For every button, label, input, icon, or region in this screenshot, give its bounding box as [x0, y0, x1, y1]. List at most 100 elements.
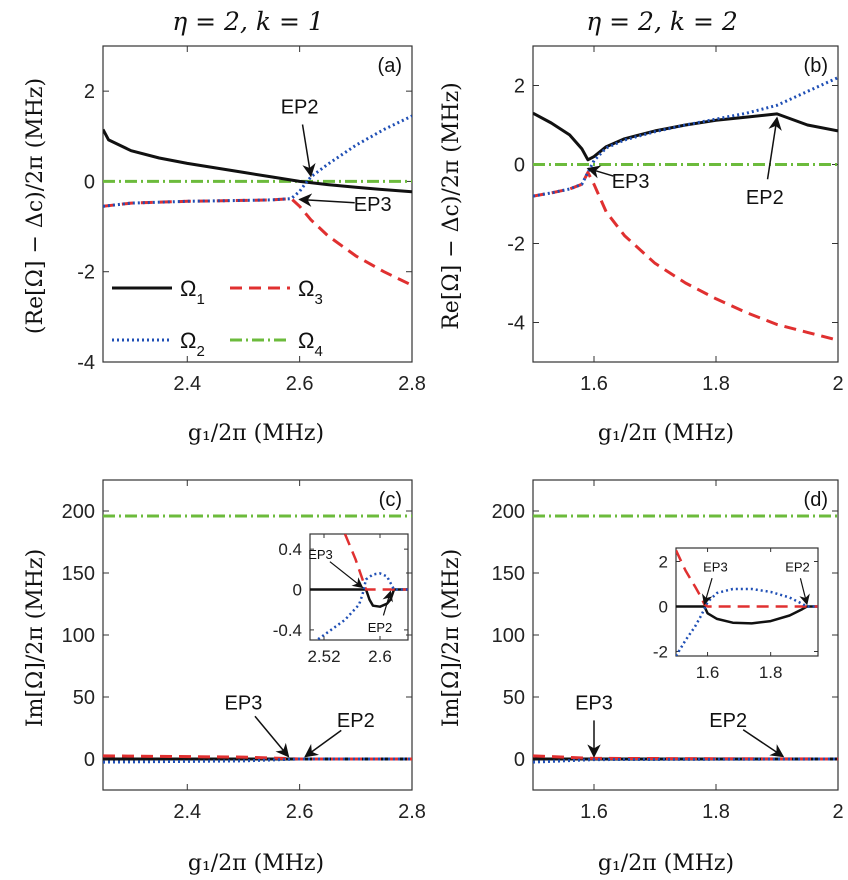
- panel-b-plot: 1.6 1.8 2 -4 -2 0 2 EP3 EP2 (b): [507, 45, 844, 395]
- inset-d-ytick-label: 0: [659, 598, 668, 617]
- ylabel-b: Re[Ω] − Δc)/2π (MHz): [439, 82, 464, 330]
- panel-b-series-omega1: [533, 111, 838, 162]
- panel-c-xtick-label: 2.4: [173, 801, 201, 823]
- title-a: η = 2, k = 1: [172, 7, 324, 36]
- panel-c-plot: 2.4 2.6 2.8 0 50 100 150 200 EP3 EP2 (c): [62, 479, 426, 823]
- inset-c-plot: 2.52 2.6 -0.4 0 0.4 EP3 EP2: [273, 533, 409, 666]
- panel-d-ytick-label: 50: [503, 687, 525, 709]
- legend-label-omega2: Ω2: [180, 328, 205, 360]
- panel-d-xtick-label: 1.8: [702, 801, 730, 823]
- inset-c-ytick-label: 0: [293, 581, 302, 600]
- panel-d-ytick-label: 100: [492, 625, 525, 647]
- panel-c-frame: [102, 479, 413, 791]
- panel-b-label: (b): [804, 55, 828, 77]
- panel-d-annotation-ep3: EP3: [575, 692, 613, 714]
- panel-a-series-omega3: [103, 197, 412, 287]
- inset-d-annotation-arrow: [701, 577, 713, 606]
- inset-d-ytick-label: 2: [659, 553, 668, 572]
- inset-d-annotation-arrow: [799, 578, 810, 606]
- panel-b-series-omega2: [533, 76, 838, 198]
- title-b: η = 2, k = 2: [586, 7, 738, 36]
- inset-c-series-omega2: [314, 572, 408, 640]
- inset-d-plot: 1.6 1.8 -2 0 2 EP3 EP2: [653, 547, 819, 682]
- panel-a-ytick-label: -2: [77, 262, 95, 284]
- panel-b-xtick-label: 1.8: [702, 373, 730, 395]
- panel-c-label: (c): [379, 489, 402, 511]
- inset-d-annotation-ep3: EP3: [703, 560, 728, 575]
- inset-c-xtick-label: 2.6: [368, 647, 392, 666]
- panel-b-ytick-label: -4: [507, 313, 525, 335]
- panel-d-series-omega2: [533, 757, 838, 764]
- panel-b-xtick-label: 2: [832, 373, 843, 395]
- panel-a-ytick-label: 2: [84, 81, 95, 103]
- panel-b-series-omega3: [533, 170, 838, 342]
- panel-a-ytick-label: 0: [84, 171, 95, 193]
- panel-b-annotation-arrow: [586, 165, 614, 179]
- panel-a-label: (a): [378, 55, 402, 77]
- panel-a-xtick-label: 2.8: [398, 373, 426, 395]
- panel-b-annotation-ep3: EP3: [612, 171, 650, 193]
- panel-a-series-omega2: [103, 114, 412, 208]
- panel-a-xtick-label: 2.4: [173, 373, 201, 395]
- inset-d-ytick-label: -2: [653, 643, 668, 662]
- panel-b-frame: [532, 45, 839, 363]
- panel-a-frame: [102, 45, 413, 363]
- panel-d-frame: [532, 479, 839, 791]
- panel-c-ytick-label: 150: [62, 563, 95, 585]
- panel-c-ytick-label: 200: [62, 501, 95, 523]
- xlabel-d: g₁/2π (MHz): [598, 851, 734, 876]
- panel-d-ytick-label: 0: [514, 749, 525, 771]
- ylabel-d: Im[Ω]/2π (MHz): [439, 549, 464, 727]
- panel-d-xtick-label: 2: [832, 801, 843, 823]
- panel-a-plot: 2.4 2.6 2.8 -4 -2 0 2 EP2 EP3 (a): [77, 45, 426, 395]
- inset-d-series-omega1: [676, 605, 818, 625]
- panel-c-annotation-arrow: [254, 715, 290, 758]
- panel-b-ytick-label: 2: [514, 76, 525, 98]
- panel-a-annotation-arrow: [298, 193, 355, 207]
- legend-label-omega3: Ω3: [298, 276, 323, 308]
- legend: Ω1 Ω3 Ω2 Ω4: [112, 276, 323, 360]
- panel-b-ytick-label: 0: [514, 155, 525, 177]
- inset-c-annotation-ep3: EP3: [308, 547, 333, 562]
- legend-label-omega4: Ω4: [298, 328, 323, 360]
- panel-d-ytick-label: 150: [492, 563, 525, 585]
- panel-a-xtick-label: 2.6: [286, 373, 314, 395]
- panel-a-annotation-arrow: [301, 124, 316, 178]
- panel-a-annotation-ep2: EP2: [281, 97, 319, 119]
- panel-c-xtick-label: 2.6: [286, 801, 314, 823]
- panel-c-ytick-label: 100: [62, 625, 95, 647]
- panel-d-annotation-arrow: [742, 729, 785, 758]
- inset-d-xtick-label: 1.8: [759, 663, 783, 682]
- panel-d-annotation-ep2: EP2: [709, 710, 747, 732]
- panel-b-annotation-ep2: EP2: [746, 187, 784, 209]
- panel-b-xtick-label: 1.6: [580, 373, 608, 395]
- panel-c-ytick-label: 50: [73, 687, 95, 709]
- inset-c-series-omega1: [310, 588, 408, 608]
- panel-c-annotation-arrow: [304, 729, 342, 758]
- panel-d-ytick-label: 200: [492, 501, 525, 523]
- xlabel-a: g₁/2π (MHz): [188, 421, 324, 446]
- panel-c-xtick-label: 2.8: [398, 801, 426, 823]
- ylabel-a: (Re[Ω] − Δc)/2π (MHz): [23, 78, 48, 334]
- inset-c-series-omega3: [343, 534, 408, 591]
- legend-label-omega1: Ω1: [180, 276, 205, 308]
- inset-c-annotation-arrow: [382, 590, 393, 616]
- xlabel-b: g₁/2π (MHz): [598, 421, 734, 446]
- xlabel-c: g₁/2π (MHz): [188, 851, 324, 876]
- ylabel-c: Im[Ω]/2π (MHz): [23, 549, 48, 727]
- panel-d-label: (d): [804, 489, 828, 511]
- panel-a-series-omega1: [103, 128, 412, 194]
- panel-c-annotation-ep2: EP2: [337, 710, 375, 732]
- panel-d-xtick-label: 1.6: [580, 801, 608, 823]
- inset-d-xtick-label: 1.6: [696, 663, 720, 682]
- inset-d-frame: [675, 547, 819, 657]
- inset-c-annotation-arrow: [329, 561, 364, 589]
- inset-c-ytick-label: -0.4: [273, 621, 302, 640]
- inset-d-series-omega3: [676, 549, 818, 608]
- panel-c-series-omega2: [103, 757, 412, 764]
- inset-d-annotation-ep2: EP2: [785, 560, 810, 575]
- inset-c-frame: [309, 533, 409, 641]
- panel-c-series-omega3: [103, 754, 412, 761]
- inset-c-annotation-ep2: EP2: [368, 620, 393, 635]
